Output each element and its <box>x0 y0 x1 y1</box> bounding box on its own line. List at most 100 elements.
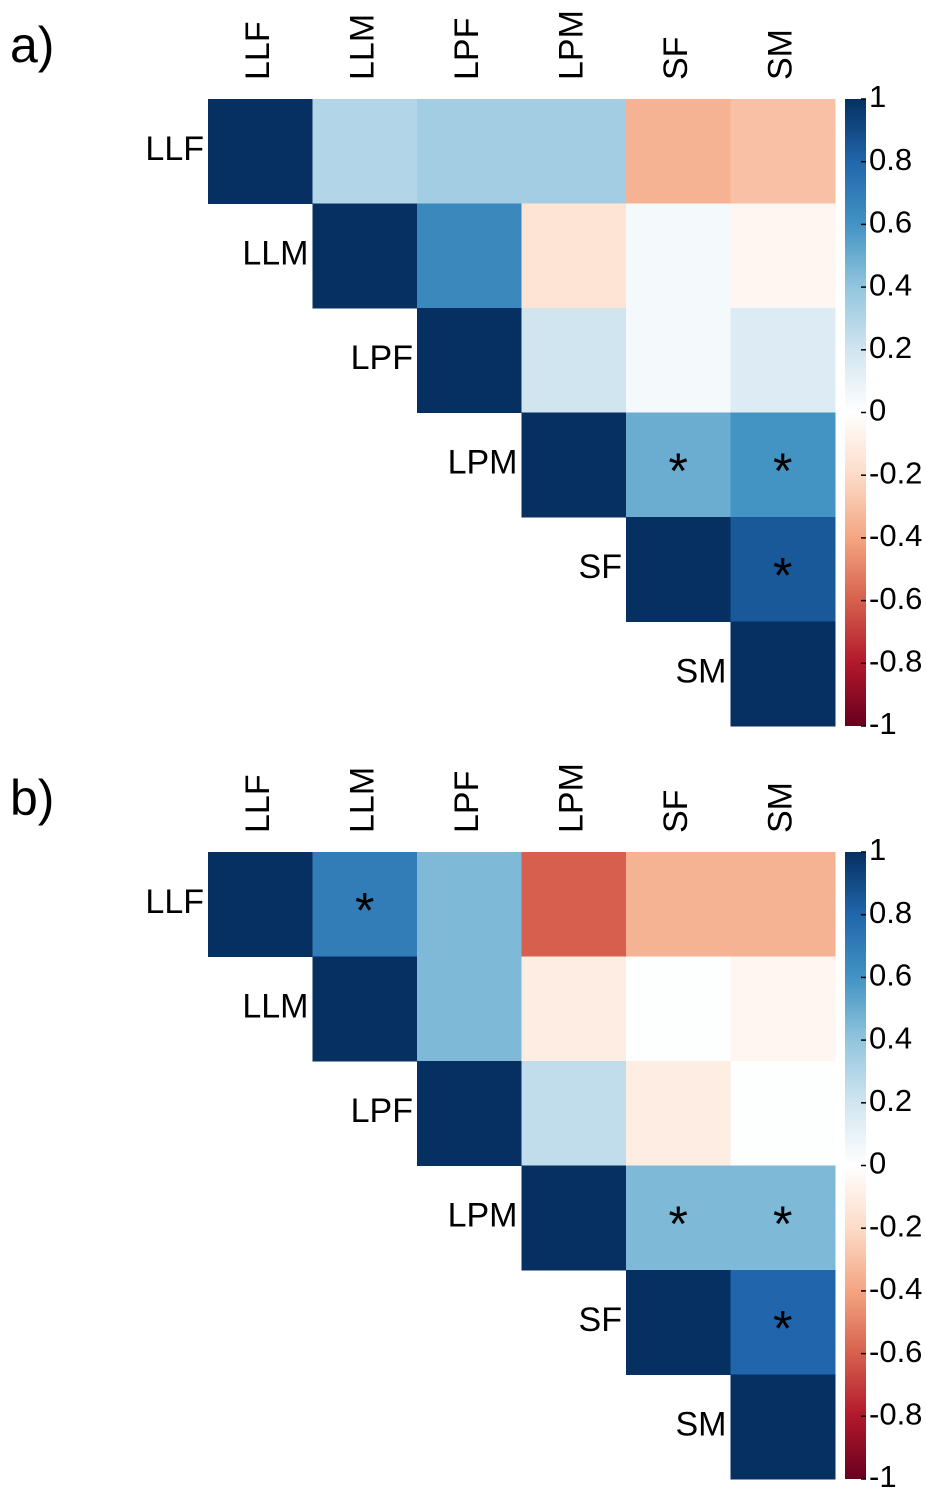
heatmap-cell <box>730 852 836 957</box>
heatmap-cell <box>626 308 731 413</box>
heatmap-panel: b) LLF LLM LPF LPM SF SM LLF * LLM LPF LPM * * SF * SM 1 0… <box>10 763 922 1492</box>
heatmap-cell <box>730 99 836 204</box>
colorbar-tick-label: -0.6 <box>869 581 922 616</box>
column-label: LPF <box>448 18 486 80</box>
heatmap-cell <box>312 203 418 309</box>
row-label: SF <box>579 1301 622 1339</box>
heatmap-cell <box>417 852 522 957</box>
colorbar-tick-label: 0.8 <box>869 895 912 930</box>
heatmap-cell <box>626 1270 731 1375</box>
heatmap-cell <box>521 308 627 413</box>
row-label: LLF <box>145 130 204 168</box>
heatmap-cell <box>521 1061 627 1166</box>
significance-marker: * <box>669 1196 688 1252</box>
colorbar-tick-label: -0.4 <box>869 518 922 553</box>
colorbar-tick-label: -1 <box>869 1459 897 1492</box>
column-label: SM <box>762 782 800 833</box>
colorbar-tick-label: -0.2 <box>869 455 922 490</box>
heatmap-cell <box>312 852 418 957</box>
column-label: LPF <box>448 771 486 833</box>
heatmap-cell <box>730 1165 836 1271</box>
colorbar-tick-label: 0.4 <box>869 267 912 302</box>
heatmap-cell <box>417 203 522 309</box>
colorbar-tick-label: -0.2 <box>869 1208 922 1243</box>
row-label: LLM <box>242 988 308 1026</box>
heatmap-cell <box>626 99 731 204</box>
heatmap-cell <box>730 1061 836 1166</box>
heatmap-cell <box>730 517 836 622</box>
colorbar-tick-label: 1 <box>869 79 886 114</box>
colorbar-tick-label: 0.4 <box>869 1020 912 1055</box>
column-label: LLM <box>344 14 382 80</box>
heatmap-cell <box>208 99 313 204</box>
colorbar-tick-label: -1 <box>869 706 897 741</box>
colorbar-tick-label: 0.8 <box>869 142 912 177</box>
heatmap-cell <box>626 852 731 957</box>
heatmap-cell <box>521 956 627 1062</box>
heatmap-cell <box>417 308 522 413</box>
heatmap-cell <box>626 412 731 518</box>
colorbar-tick-label: 0.2 <box>869 1083 912 1118</box>
row-label: SF <box>579 548 622 586</box>
colorbar <box>845 852 866 1479</box>
row-label: SM <box>676 1406 727 1444</box>
heatmap-cell <box>730 956 836 1062</box>
column-label: SM <box>762 29 800 80</box>
significance-marker: * <box>773 547 792 603</box>
significance-marker: * <box>773 1300 792 1356</box>
significance-marker: * <box>773 443 792 499</box>
heatmap-cell <box>521 203 627 309</box>
column-label: SF <box>657 37 695 80</box>
heatmap-cell <box>730 621 836 727</box>
column-label: LLF <box>239 774 277 833</box>
heatmap-cell <box>521 412 627 518</box>
colorbar-tick-label: -0.4 <box>869 1271 922 1306</box>
heatmap-cell <box>730 1270 836 1375</box>
column-label: LPM <box>553 763 591 833</box>
colorbar <box>845 99 866 726</box>
row-label: LLM <box>242 235 308 273</box>
colorbar-tick-label: -0.6 <box>869 1334 922 1369</box>
panel-label: a) <box>10 17 54 73</box>
colorbar-tick-label: 0.6 <box>869 958 912 993</box>
heatmap-cell <box>626 956 731 1062</box>
heatmap-cell <box>521 1165 627 1271</box>
significance-marker: * <box>669 443 688 499</box>
heatmap-cell <box>521 99 627 204</box>
colorbar-tick-label: 0 <box>869 1146 886 1181</box>
row-label: LPF <box>351 339 413 377</box>
row-label: SM <box>676 653 727 691</box>
column-label: SF <box>657 790 695 833</box>
heatmap-cell <box>312 956 418 1062</box>
heatmap-cell <box>208 852 313 957</box>
colorbar-tick-label: -0.8 <box>869 1396 922 1431</box>
heatmap-cell <box>312 99 418 204</box>
heatmap-cell <box>626 203 731 309</box>
row-label: LLF <box>145 883 204 921</box>
panel-label: b) <box>10 770 54 826</box>
heatmap-cell <box>730 308 836 413</box>
colorbar-tick-label: 1 <box>869 832 886 867</box>
row-label: LPM <box>448 1197 518 1235</box>
column-label: LLM <box>344 767 382 833</box>
heatmap-cell <box>417 956 522 1062</box>
heatmap-cell <box>626 1061 731 1166</box>
heatmap-cell <box>417 99 522 204</box>
heatmap-panel: a) LLF LLM LPF LPM SF SM LLF LLM LPF LPM * * SF * SM 1 0.… <box>10 10 922 741</box>
column-label: LLF <box>239 21 277 80</box>
colorbar-tick-label: 0 <box>869 393 886 428</box>
colorbar-tick-label: 0.2 <box>869 330 912 365</box>
heatmap-cell <box>730 1374 836 1480</box>
column-label: LPM <box>553 10 591 80</box>
significance-marker: * <box>773 1196 792 1252</box>
heatmap-cell <box>521 852 627 957</box>
colorbar-tick-label: -0.8 <box>869 643 922 678</box>
heatmap-cell <box>730 412 836 518</box>
significance-marker: * <box>355 882 374 938</box>
heatmap-cell <box>730 203 836 309</box>
heatmap-cell <box>417 1061 522 1166</box>
heatmap-cell <box>626 517 731 622</box>
row-label: LPF <box>351 1092 413 1130</box>
